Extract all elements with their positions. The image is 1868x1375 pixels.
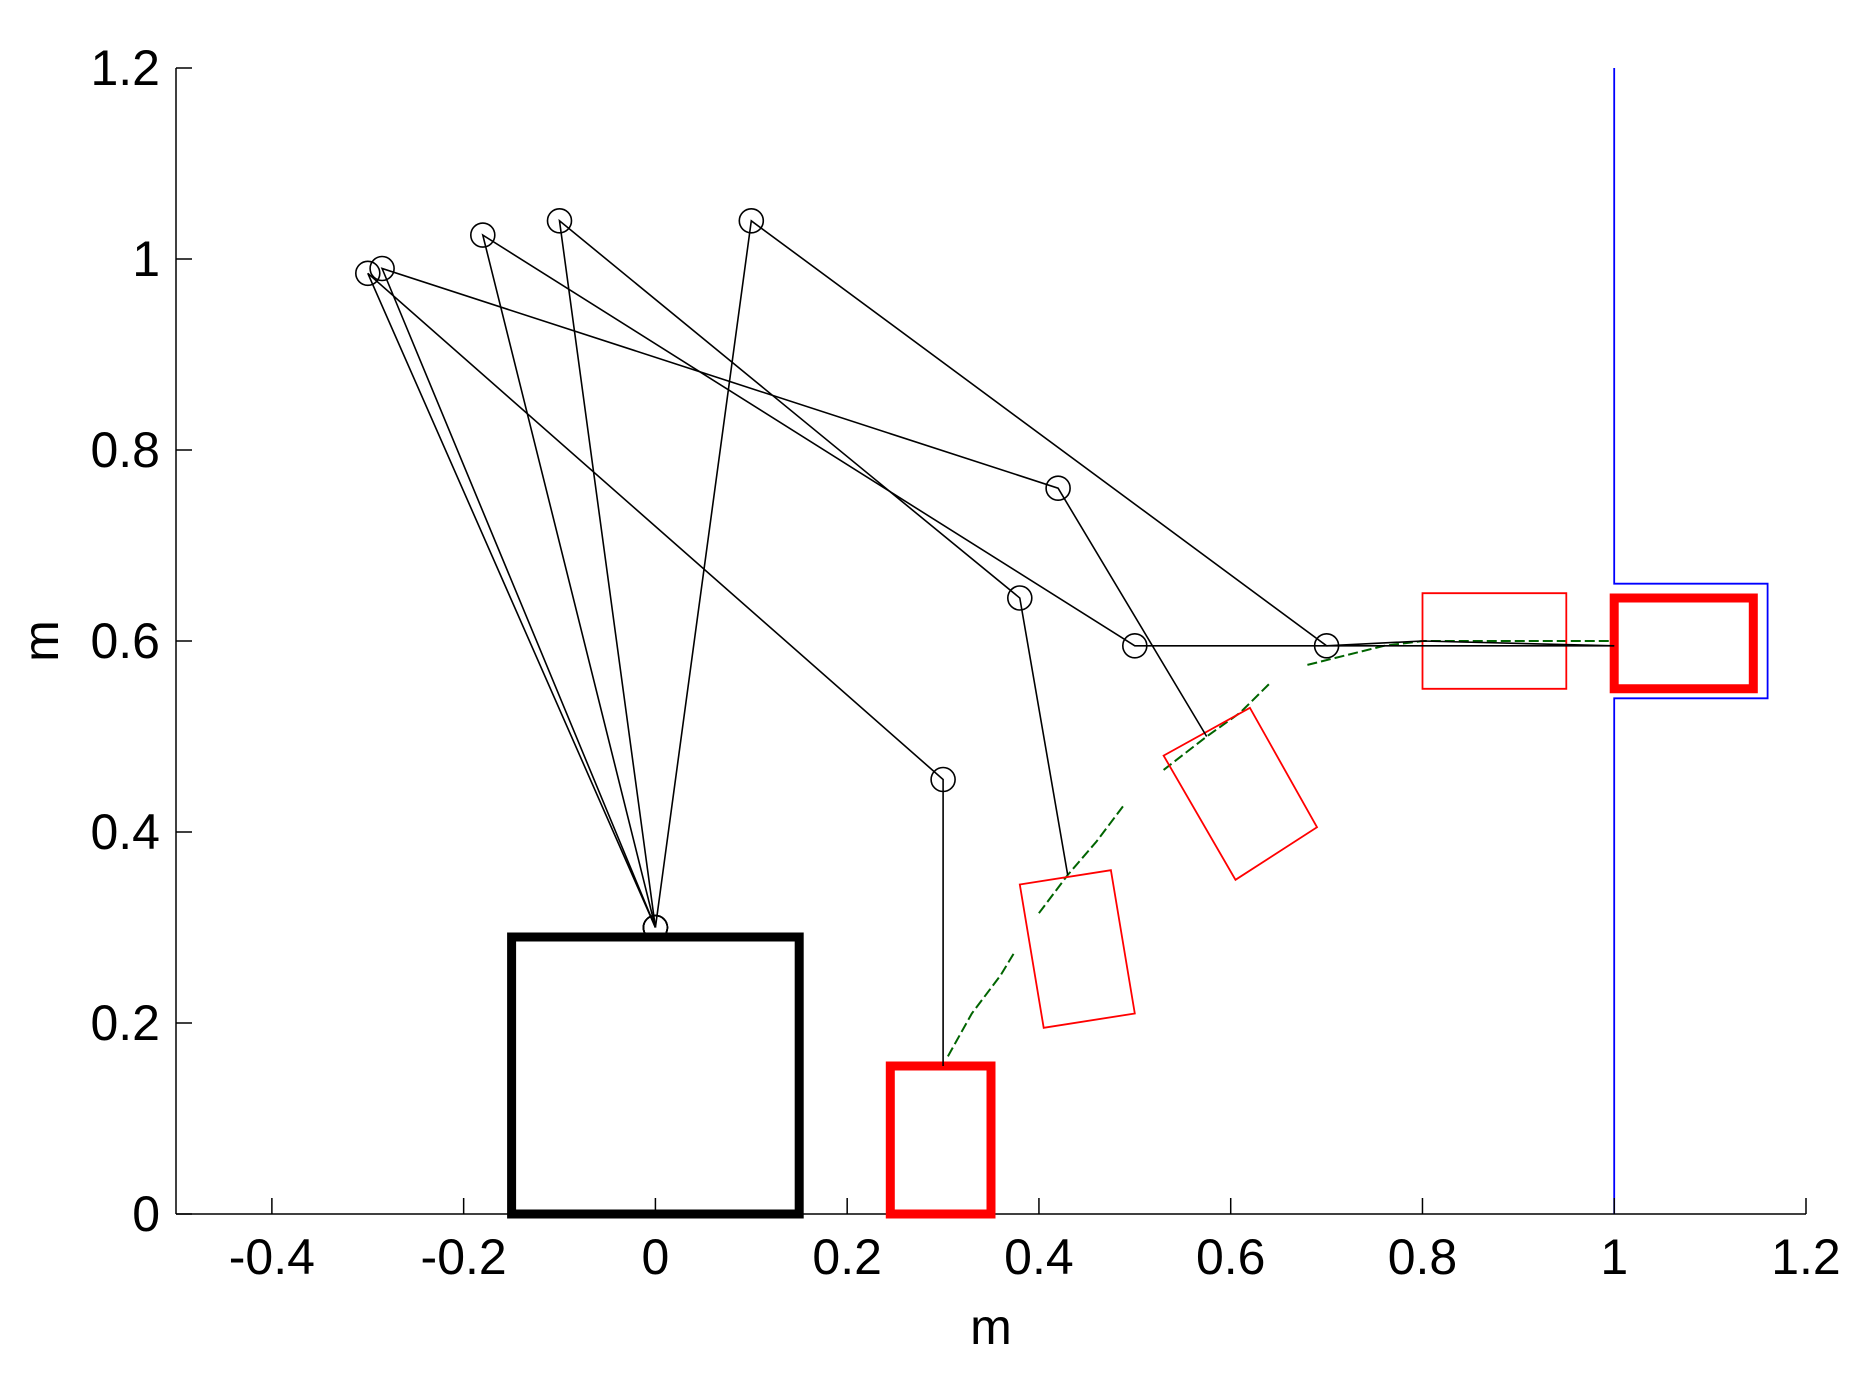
y-tick-label: 0 — [132, 1186, 160, 1242]
joint-marker — [469, 222, 496, 248]
y-tick-label: 1.2 — [90, 40, 160, 96]
x-tick-label: 0.8 — [1388, 1229, 1458, 1285]
joint-marker — [642, 914, 669, 941]
x-tick-label: 1.2 — [1771, 1229, 1841, 1285]
y-tick-label: 0.8 — [90, 422, 160, 478]
base-layer — [507, 932, 804, 1219]
y-tick-label: 0.4 — [90, 804, 160, 860]
arm-pose-2-links — [558, 218, 1069, 928]
object-pose-3 — [1162, 706, 1319, 882]
x-tick-label: 0.2 — [812, 1229, 882, 1285]
x-tick-label: 0 — [642, 1229, 670, 1285]
object-layer — [885, 592, 1758, 1219]
x-tick-label: -0.2 — [421, 1229, 507, 1285]
trace-3 — [1162, 683, 1270, 771]
y-tick-label: 1 — [132, 231, 160, 287]
x-tick-label: 0.4 — [1004, 1229, 1074, 1285]
joint-marker — [546, 208, 573, 234]
wall-layer — [1613, 68, 1769, 1214]
arm-pose-1-links — [367, 272, 944, 1066]
base-box — [507, 932, 804, 1219]
trace-2 — [1038, 802, 1126, 914]
arm-pose-4-links — [380, 267, 1208, 928]
joint-marker — [369, 255, 395, 282]
x-tick-label: 0.6 — [1196, 1229, 1266, 1285]
object-goal — [1609, 593, 1758, 694]
joint-marker — [1313, 632, 1340, 659]
joint-marker — [930, 766, 956, 793]
y-axis-label: m — [13, 620, 69, 662]
joint-marker — [1122, 632, 1148, 659]
joint-marker — [354, 260, 381, 287]
joint-marker — [1006, 585, 1033, 611]
y-tick-label: 0.6 — [90, 613, 160, 669]
wall-outline — [1613, 68, 1769, 1214]
x-axis-label: m — [970, 1299, 1012, 1355]
joint-marker — [1045, 475, 1071, 502]
joint-marker — [738, 208, 765, 234]
arm-layer — [354, 208, 1615, 1066]
x-tick-label: -0.4 — [229, 1229, 315, 1285]
arm-pose-5-links — [654, 219, 1615, 928]
object-pose-4 — [1421, 592, 1568, 690]
trace-layer — [947, 640, 1615, 1057]
object-start — [885, 1061, 996, 1219]
object-pose-2 — [1018, 869, 1136, 1029]
y-tick-label: 0.2 — [90, 995, 160, 1051]
arm-pose-3-links — [481, 233, 1615, 928]
tick-layer: -0.4 -0.2 0 0.2 0.4 0.6 0.8 1 1.2 0 0.2 0.4 0.6 0.8 1 1… — [90, 40, 1840, 1285]
trace-1 — [947, 950, 1016, 1057]
x-tick-label: 1 — [1600, 1229, 1628, 1285]
